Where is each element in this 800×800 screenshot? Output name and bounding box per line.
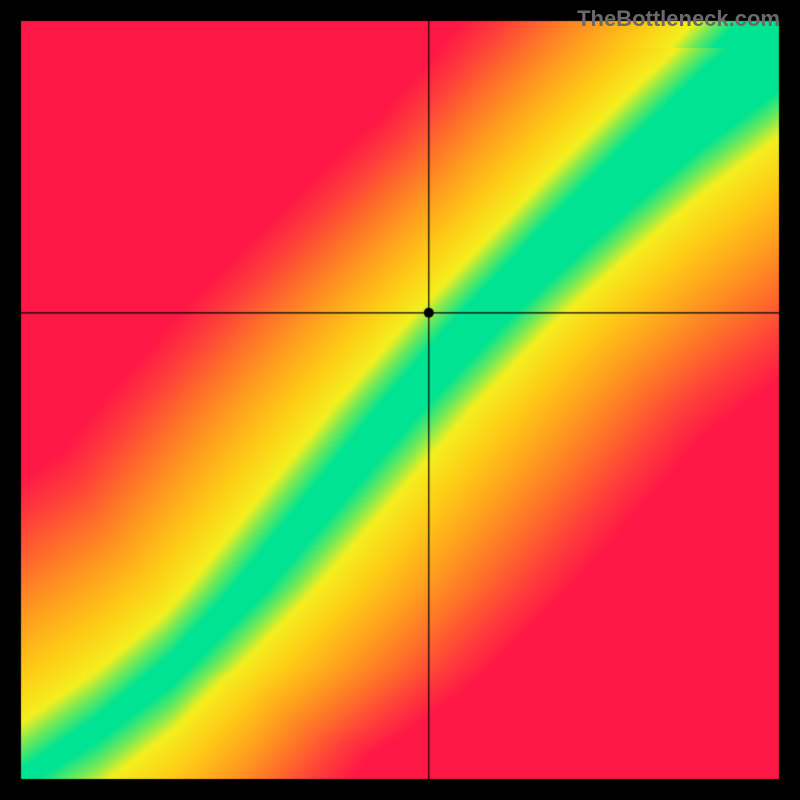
bottleneck-heatmap: [0, 0, 800, 800]
chart-container: TheBottleneck.com: [0, 0, 800, 800]
watermark-text: TheBottleneck.com: [577, 6, 780, 32]
